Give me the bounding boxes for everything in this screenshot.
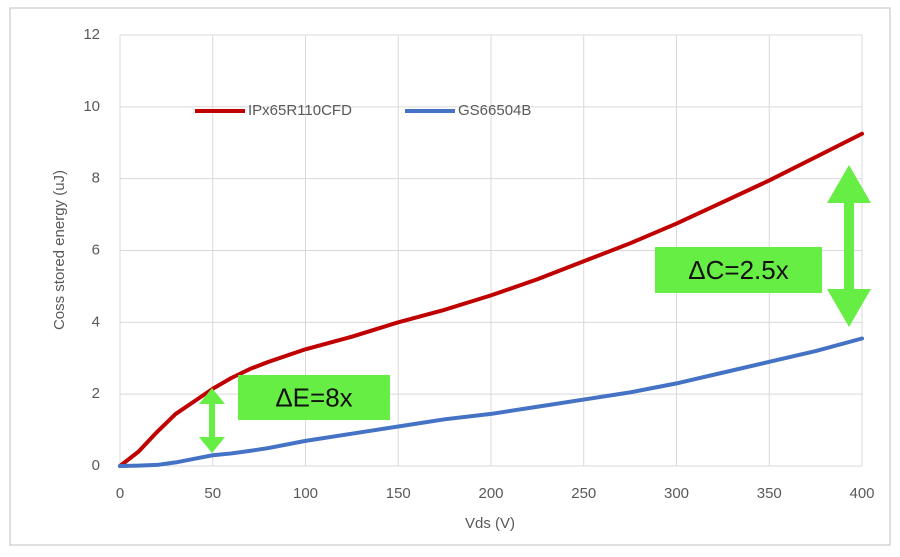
annotation-text: ΔE=8x	[275, 382, 352, 412]
x-axis-label: Vds (V)	[465, 515, 515, 532]
x-tick-label: 150	[386, 485, 411, 502]
y-tick-label: 0	[92, 457, 100, 474]
annotation-box	[655, 247, 822, 293]
x-tick-label: 300	[664, 485, 689, 502]
x-tick-label: 350	[757, 485, 782, 502]
annotation-box	[238, 375, 390, 420]
annotation-text: ΔC=2.5x	[688, 255, 788, 285]
y-tick-label: 6	[92, 241, 100, 258]
y-tick-label: 2	[92, 385, 100, 402]
x-tick-label: 250	[571, 485, 596, 502]
x-tick-label: 100	[293, 485, 318, 502]
arrow	[827, 165, 871, 327]
x-tick-label: 400	[849, 485, 874, 502]
x-tick-label: 50	[204, 485, 221, 502]
x-tick-label: 0	[116, 485, 124, 502]
y-tick-label: 8	[92, 170, 100, 187]
legend-label: IPx65R110CFD	[248, 102, 352, 119]
series-line	[118, 131, 864, 468]
y-axis-label: Coss stored energy (uJ)	[51, 170, 68, 330]
x-tick-label: 200	[478, 485, 503, 502]
y-tick-label: 4	[92, 313, 100, 330]
legend-label: GS66504B	[458, 102, 531, 119]
arrow	[199, 388, 225, 453]
y-tick-label: 10	[83, 98, 100, 115]
series-line	[118, 336, 864, 468]
y-tick-label: 12	[83, 26, 100, 43]
